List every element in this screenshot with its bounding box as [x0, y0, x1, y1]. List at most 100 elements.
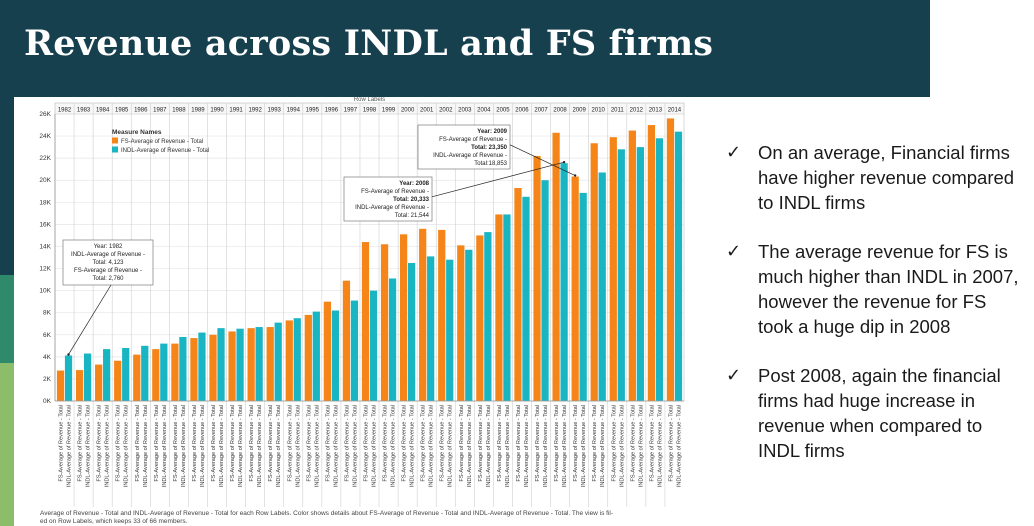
fs-bar: [438, 229, 446, 401]
indl-bar: [484, 232, 492, 401]
legend-label: FS-Average of Revenue - Total: [121, 139, 203, 145]
annotation-text: Year: 1982: [94, 244, 123, 250]
year-label: 1982: [58, 108, 72, 114]
x-tick-label: INDL-Average of Revenue - Total: [238, 405, 244, 487]
fs-bar: [95, 364, 103, 401]
year-label: 1985: [115, 108, 129, 114]
fs-bar: [419, 228, 427, 401]
x-tick-label: INDL-Average of Revenue - Total: [676, 405, 682, 487]
plot-area: [54, 113, 685, 402]
fs-bar: [323, 301, 331, 401]
indl-bar: [122, 348, 130, 401]
x-tick-label: FS-Average of Revenue - Total: [135, 405, 141, 482]
x-tick-label: INDL-Average of Revenue - Total: [543, 405, 549, 487]
slide-title: Revenue across INDL and FS firms: [24, 23, 714, 64]
fs-bar: [304, 314, 312, 401]
fs-bar: [247, 328, 255, 401]
year-label: 2008: [553, 108, 567, 114]
annotation-text: FS-Average of Revenue -: [361, 189, 429, 195]
year-label: 2013: [649, 108, 663, 114]
annotation-pointer-head: [562, 160, 566, 164]
x-tick-label: FS-Average of Revenue - Total: [535, 405, 541, 482]
indl-bar: [141, 345, 149, 401]
x-tick-label: INDL-Average of Revenue - Total: [295, 405, 301, 487]
year-label: 2014: [668, 108, 682, 114]
x-tick-label: INDL-Average of Revenue - Total: [143, 405, 149, 487]
indl-bar: [103, 349, 111, 401]
year-label: 2009: [572, 108, 586, 114]
year-label: 2000: [401, 108, 415, 114]
fs-bar: [228, 331, 236, 401]
indl-bar: [598, 172, 606, 401]
year-label: 1984: [96, 108, 110, 114]
bullet-text: The average revenue for FS is much highe…: [758, 241, 1019, 337]
x-tick-label: INDL-Average of Revenue - Total: [410, 405, 416, 487]
x-tick-label: FS-Average of Revenue - Total: [192, 405, 198, 482]
x-tick-label: INDL-Average of Revenue - Total: [105, 405, 111, 487]
bullet-text: On an average, Financial firms have high…: [758, 142, 1015, 213]
fs-bar: [361, 242, 370, 401]
fs-bar: [590, 143, 598, 401]
x-tick-label: INDL-Average of Revenue - Total: [429, 405, 435, 487]
x-tick-label: FS-Average of Revenue - Total: [97, 405, 103, 482]
indl-bar: [541, 180, 549, 401]
x-tick-label: FS-Average of Revenue - Total: [211, 405, 217, 482]
x-tick-label: FS-Average of Revenue - Total: [554, 405, 560, 482]
year-label: 2004: [477, 108, 491, 114]
indl-bar: [617, 149, 625, 401]
bullet-item: ✓ Post 2008, again the financial firms ha…: [726, 363, 1026, 463]
annotation-pointer-head: [573, 174, 577, 177]
year-label: 1993: [268, 108, 282, 114]
fs-bar: [476, 235, 484, 401]
year-label: 2010: [592, 108, 606, 114]
x-tick-label: FS-Average of Revenue - Total: [116, 405, 122, 482]
fs-bar: [552, 132, 560, 401]
indl-bar: [293, 318, 301, 401]
year-label: 1996: [325, 108, 339, 114]
indl-bar: [83, 353, 92, 401]
indl-bar: [274, 322, 282, 401]
year-label: 2003: [458, 108, 472, 114]
revenue-chart: Row Labels 0K 2K 4K 6K 8K 10K 12K 14K 16K 18K 20K 22…: [14, 97, 700, 526]
fs-bar: [56, 370, 65, 401]
x-tick-label: INDL-Average of Revenue - Total: [619, 405, 625, 487]
x-tick-label: INDL-Average of Revenue - Total: [505, 405, 511, 487]
check-icon: ✓: [726, 142, 742, 163]
fs-bar: [495, 214, 503, 401]
annotation-box: [343, 176, 433, 222]
x-tick-label: INDL-Average of Revenue - Total: [124, 405, 130, 487]
x-tick-label: FS-Average of Revenue - Total: [173, 405, 179, 482]
revenue-bar-chart: Row Labels 0K 2K 4K 6K 8K 10K 12K 14K 16K 18K 20K 22…: [39, 97, 685, 525]
year-label: 2002: [439, 108, 453, 114]
x-tick-label: FS-Average of Revenue - Total: [630, 405, 636, 482]
x-tick-label: FS-Average of Revenue - Total: [383, 405, 389, 482]
y-tick-label: 24K: [39, 133, 51, 140]
annotation-pointer: [68, 284, 112, 355]
x-tick-label: FS-Average of Revenue - Total: [421, 405, 427, 482]
x-tick-label: INDL-Average of Revenue - Total: [372, 405, 378, 487]
fs-bar: [342, 280, 351, 401]
year-label: 2006: [515, 108, 529, 114]
y-tick-label: 20K: [39, 177, 51, 184]
bullet-list: ✓ On an average, Financial firms have hig…: [726, 140, 1026, 487]
fs-bar: [114, 360, 122, 401]
year-label: 1989: [191, 108, 205, 114]
fs-bar: [571, 176, 579, 401]
y-tick-label: 2K: [43, 376, 52, 383]
annotation-text: Year: 2008: [399, 181, 429, 187]
x-tick-label: FS-Average of Revenue - Total: [573, 405, 579, 482]
indl-bar: [522, 196, 530, 401]
fs-bar: [647, 125, 656, 402]
check-icon: ✓: [726, 241, 742, 262]
chart-caption: ed on Row Labels, which keeps 33 of 66 m…: [40, 518, 188, 525]
y-tick-label: 6K: [43, 332, 52, 339]
x-tick-label: INDL-Average of Revenue - Total: [314, 405, 320, 487]
year-label: 1995: [306, 108, 320, 114]
x-tick-label: FS-Average of Revenue - Total: [249, 405, 255, 482]
legend-swatch: [112, 146, 118, 153]
x-tick-label: INDL-Average of Revenue - Total: [276, 405, 282, 487]
annotation-box: [62, 239, 154, 286]
indl-bar: [503, 214, 511, 401]
legend-swatch: [112, 137, 118, 144]
x-tick-label: FS-Average of Revenue - Total: [268, 405, 274, 482]
